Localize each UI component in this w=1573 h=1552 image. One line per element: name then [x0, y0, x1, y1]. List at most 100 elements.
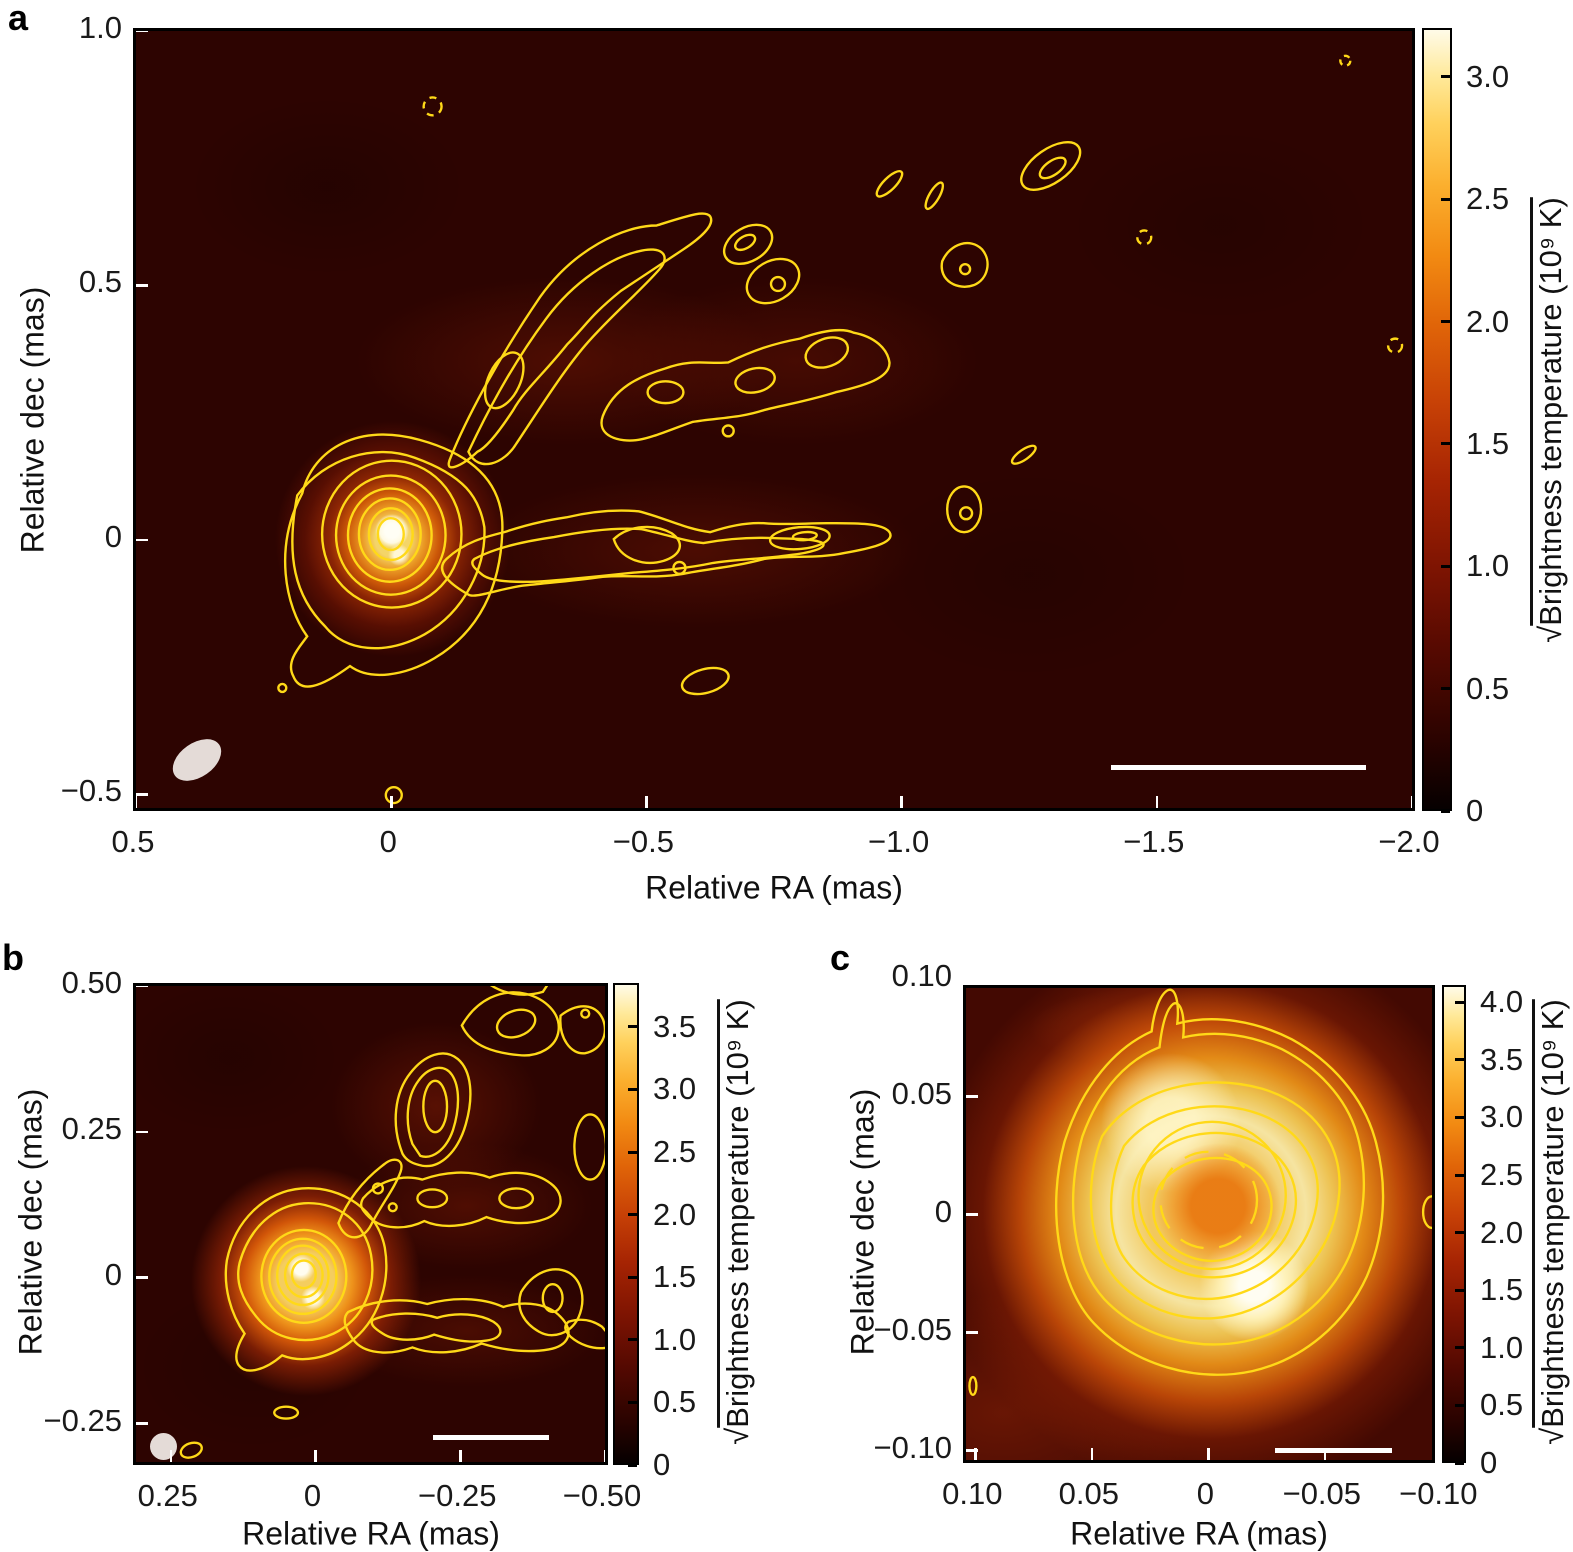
y-tick-mark [966, 1213, 978, 1216]
colorbar-tick-label: 3.5 [1480, 1041, 1524, 1077]
y-tick-mark [136, 1422, 148, 1425]
y-tick-mark [136, 538, 148, 542]
panel-c-letter: c [830, 937, 851, 978]
x-tick-label: 0.5 [111, 824, 155, 859]
panel-c-x-tick-labels: 0.10 0.05 0 −0.05 −0.10 [942, 1476, 1477, 1512]
colorbar-tick-mark [1441, 809, 1450, 813]
panel-a-colorbar: 3.0 2.5 2.0 1.5 1.0 0.5 0 [1422, 28, 1509, 828]
colorbar-tick-label: 2.5 [653, 1134, 697, 1169]
colorbar-tick-mark [1455, 1231, 1464, 1235]
colorbar-tick-label: 0.5 [1466, 670, 1510, 706]
y-tick-label: 0.50 [61, 965, 122, 1000]
colorbar-tick-label: 2.5 [1480, 1157, 1524, 1193]
panel-a-x-tick-labels: 0.5 0 −0.5 −1.0 −1.5 −2.0 [111, 824, 1439, 860]
panel-c-colorbar-title: √Brightness temperature (10⁹ K) [1535, 999, 1571, 1445]
colorbar-tick-label: 2.5 [1466, 181, 1510, 217]
colorbar-tick-label: 0.5 [653, 1384, 697, 1420]
x-tick-mark [900, 796, 903, 808]
colorbar-tick-mark [628, 1087, 637, 1091]
panel-a-x-axis-title: Relative RA (mas) [645, 869, 903, 906]
panel-c-x-axis-title: Relative RA (mas) [1070, 1515, 1328, 1552]
y-tick-label: 0.5 [78, 264, 122, 300]
x-tick-mark [1090, 1448, 1094, 1460]
colorbar-tick-label: 4.0 [1480, 984, 1524, 1020]
panel-c: c Relative dec (mas) 0.10 0.05 0 −0.05 −0.10… [820, 930, 1573, 1552]
x-tick-label: 0 [379, 824, 397, 859]
colorbar-tick-mark [628, 1025, 637, 1029]
panel-b-plot [133, 983, 608, 1465]
y-tick-mark [136, 986, 148, 988]
y-tick-mark [966, 1331, 978, 1334]
x-tick-mark [603, 1450, 605, 1462]
x-tick-mark [1410, 796, 1412, 808]
panel-b-letter: b [2, 937, 24, 978]
panel-a-y-tick-labels: 1.0 0.5 0 −0.5 [0, 10, 122, 811]
y-tick-mark [966, 1449, 978, 1452]
panel-a-contours [277, 54, 1404, 805]
sqrt-radical: √ [720, 1427, 755, 1445]
y-tick-label: 0 [104, 1256, 122, 1292]
panel-b-scale-bar [433, 1435, 549, 1440]
x-tick-mark [459, 1450, 462, 1462]
y-tick-mark [136, 284, 148, 287]
y-tick-mark [136, 793, 148, 796]
y-tick-mark [966, 1095, 978, 1098]
panel-a: a Relative dec (mas) [0, 0, 1569, 906]
x-tick-mark [1323, 1448, 1327, 1460]
colorbar-title-text: Brightness temperature (10⁹ K) [1533, 197, 1568, 626]
panel-a-letter: a [8, 0, 29, 38]
panel-c-colorbar-gradient [1442, 985, 1466, 1463]
x-tick-mark [314, 1450, 317, 1462]
colorbar-tick-mark [1441, 320, 1450, 324]
x-tick-mark [169, 1450, 173, 1462]
panel-a-plot [133, 28, 1415, 811]
colorbar-tick-label: 1.5 [1480, 1272, 1524, 1308]
panel-b: b Relative dec (mas) [0, 930, 810, 1552]
colorbar-tick-mark [1441, 687, 1450, 691]
panel-b-y-tick-labels: 0.50 0.25 0 −0.25 [0, 965, 122, 1465]
colorbar-tick-mark [1441, 442, 1450, 446]
colorbar-tick-label: 2.0 [1466, 303, 1510, 339]
sqrt-radical: √ [1533, 625, 1568, 643]
colorbar-tick-mark [628, 1338, 637, 1342]
x-tick-label: −1.5 [1123, 824, 1185, 859]
panel-c-y-tick-labels: 0.10 0.05 0 −0.05 −0.10 [820, 958, 952, 1465]
x-tick-label: 0.25 [137, 1478, 198, 1513]
colorbar-tick-mark [1455, 1173, 1464, 1177]
y-tick-mark [136, 31, 148, 33]
x-tick-label: 0.10 [942, 1476, 1003, 1511]
colorbar-tick-label: 3.0 [1466, 58, 1510, 94]
y-tick-label: 0.25 [61, 1110, 122, 1146]
colorbar-tick-label: 0.5 [1480, 1387, 1524, 1423]
dashed-circle [1159, 1150, 1259, 1250]
x-tick-label: −1.0 [867, 824, 930, 859]
panel-a-colorbar-title: √Brightness temperature (10⁹ K) [1533, 197, 1569, 643]
colorbar-tick-mark [1455, 1346, 1464, 1350]
panel-b-beam-circle [150, 1433, 177, 1460]
colorbar-tick-label: 2.0 [1480, 1214, 1524, 1250]
colorbar-tick-label: 0 [1480, 1445, 1498, 1480]
colorbar-tick-mark [628, 1150, 637, 1154]
colorbar-tick-label: 1.0 [1480, 1329, 1524, 1365]
panel-c-scale-bar [1275, 1448, 1392, 1453]
y-tick-label: 0.10 [891, 957, 952, 993]
colorbar-tick-mark [628, 1275, 637, 1279]
y-tick-label: −0.25 [43, 1402, 122, 1438]
colorbar-tick-mark [1455, 1000, 1464, 1004]
y-tick-label: 0 [104, 518, 122, 554]
x-tick-mark [1155, 796, 1159, 808]
x-tick-label: 0.05 [1058, 1476, 1119, 1511]
x-tick-mark [136, 796, 138, 808]
colorbar-tick-label: 3.0 [1480, 1099, 1524, 1135]
colorbar-tick-mark [1455, 1058, 1464, 1062]
panel-c-plot [963, 985, 1435, 1463]
colorbar-tick-mark [1455, 1403, 1464, 1407]
panel-c-contours [968, 988, 1432, 1397]
y-tick-mark [136, 1276, 148, 1279]
colorbar-tick-mark [628, 1213, 637, 1217]
colorbar-tick-mark [1455, 1288, 1464, 1292]
panel-b-colorbar-title: √Brightness temperature (10⁹ K) [720, 999, 756, 1445]
colorbar-tick-label: 1.5 [1466, 425, 1510, 461]
sqrt-radical: √ [1535, 1427, 1570, 1445]
